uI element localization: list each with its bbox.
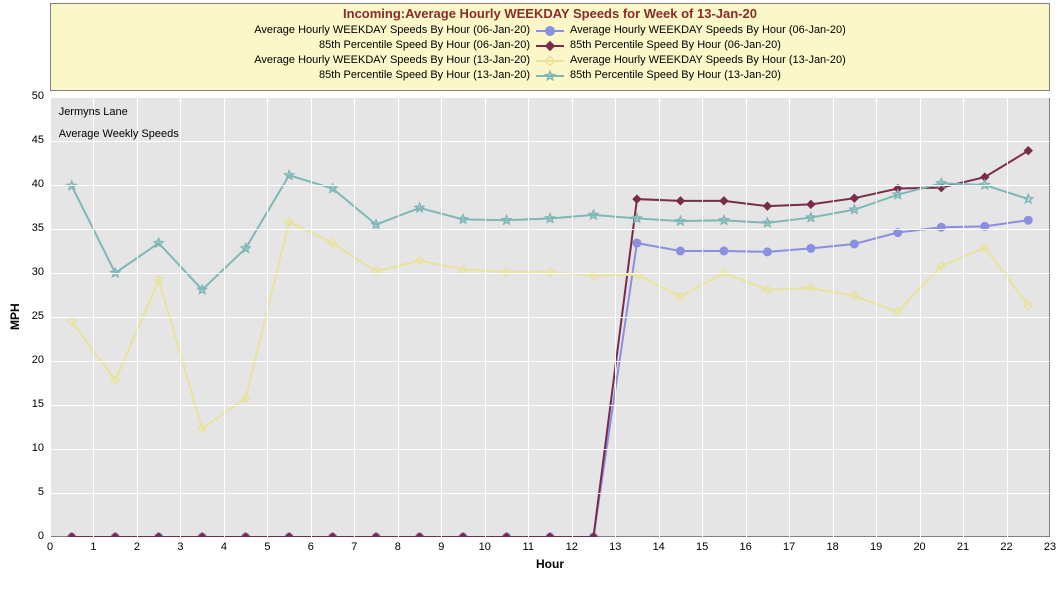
x-tick-label: 12 bbox=[564, 541, 580, 553]
x-tick-label: 9 bbox=[433, 541, 449, 553]
grid-line-h bbox=[50, 97, 1050, 98]
legend-label: 85th Percentile Speed By Hour (13-Jan-20… bbox=[570, 68, 781, 83]
legend-marker-icon bbox=[536, 69, 564, 83]
chart-container: Incoming:Average Hourly WEEKDAY Speeds f… bbox=[0, 0, 1061, 593]
grid-line-h bbox=[50, 537, 1050, 538]
legend-label: 85th Percentile Speed By Hour (13-Jan-20… bbox=[319, 68, 530, 83]
legend-label: Average Hourly WEEKDAY Speeds By Hour (0… bbox=[570, 23, 846, 38]
legend-marker-icon bbox=[536, 39, 564, 53]
y-tick-label: 45 bbox=[32, 134, 44, 146]
y-tick-label: 10 bbox=[32, 442, 44, 454]
grid-line-v bbox=[1050, 97, 1051, 537]
y-tick-label: 25 bbox=[32, 310, 44, 322]
y-tick-label: 15 bbox=[32, 398, 44, 410]
grid-line-h bbox=[50, 229, 1050, 230]
x-tick-label: 18 bbox=[825, 541, 841, 553]
legend-label: Average Hourly WEEKDAY Speeds By Hour (1… bbox=[570, 53, 846, 68]
legend-row: Average Hourly WEEKDAY Speeds By Hour (1… bbox=[254, 53, 846, 68]
y-tick-label: 0 bbox=[38, 530, 44, 542]
legend-label: 85th Percentile Speed By Hour (06-Jan-20… bbox=[570, 38, 781, 53]
y-tick-label: 30 bbox=[32, 266, 44, 278]
x-tick-label: 3 bbox=[172, 541, 188, 553]
legend-label: 85th Percentile Speed By Hour (06-Jan-20… bbox=[319, 38, 530, 53]
y-tick-label: 50 bbox=[32, 90, 44, 102]
x-tick-label: 22 bbox=[999, 541, 1015, 553]
y-tick-label: 5 bbox=[38, 486, 44, 498]
x-tick-label: 11 bbox=[520, 541, 536, 553]
y-tick-label: 40 bbox=[32, 178, 44, 190]
legend-marker-icon bbox=[536, 54, 564, 68]
chart-annotation: Average Weekly Speeds bbox=[59, 128, 179, 140]
legend-label: Average Hourly WEEKDAY Speeds By Hour (1… bbox=[254, 53, 530, 68]
grid-line-h bbox=[50, 449, 1050, 450]
x-tick-label: 23 bbox=[1042, 541, 1058, 553]
legend-marker-icon bbox=[536, 24, 564, 38]
x-tick-label: 19 bbox=[868, 541, 884, 553]
y-axis-label: MPH bbox=[8, 97, 22, 537]
x-tick-label: 7 bbox=[346, 541, 362, 553]
grid-line-h bbox=[50, 493, 1050, 494]
grid-line-h bbox=[50, 361, 1050, 362]
x-tick-label: 0 bbox=[42, 541, 58, 553]
grid-line-h bbox=[50, 405, 1050, 406]
x-tick-label: 6 bbox=[303, 541, 319, 553]
x-tick-label: 16 bbox=[738, 541, 754, 553]
y-tick-label: 35 bbox=[32, 222, 44, 234]
x-tick-label: 10 bbox=[477, 541, 493, 553]
x-tick-label: 15 bbox=[694, 541, 710, 553]
grid-line-h bbox=[50, 141, 1050, 142]
x-tick-label: 20 bbox=[912, 541, 928, 553]
x-tick-label: 13 bbox=[607, 541, 623, 553]
x-tick-label: 8 bbox=[390, 541, 406, 553]
legend-label: Average Hourly WEEKDAY Speeds By Hour (0… bbox=[254, 23, 530, 38]
x-tick-label: 5 bbox=[259, 541, 275, 553]
x-tick-label: 21 bbox=[955, 541, 971, 553]
chart-title: Incoming:Average Hourly WEEKDAY Speeds f… bbox=[51, 6, 1049, 21]
legend-row: 85th Percentile Speed By Hour (13-Jan-20… bbox=[319, 68, 781, 83]
legend-row: 85th Percentile Speed By Hour (06-Jan-20… bbox=[319, 38, 781, 53]
x-tick-label: 1 bbox=[85, 541, 101, 553]
x-tick-label: 4 bbox=[216, 541, 232, 553]
chart-legend: Average Hourly WEEKDAY Speeds By Hour (0… bbox=[51, 23, 1049, 83]
x-tick-label: 14 bbox=[651, 541, 667, 553]
grid-line-h bbox=[50, 185, 1050, 186]
grid-line-h bbox=[50, 273, 1050, 274]
grid-line-h bbox=[50, 317, 1050, 318]
legend-row: Average Hourly WEEKDAY Speeds By Hour (0… bbox=[254, 23, 846, 38]
x-axis-label: Hour bbox=[50, 557, 1050, 571]
chart-annotation: Jermyns Lane bbox=[59, 106, 128, 118]
y-tick-label: 20 bbox=[32, 354, 44, 366]
x-tick-label: 17 bbox=[781, 541, 797, 553]
chart-header: Incoming:Average Hourly WEEKDAY Speeds f… bbox=[50, 3, 1050, 91]
x-tick-label: 2 bbox=[129, 541, 145, 553]
